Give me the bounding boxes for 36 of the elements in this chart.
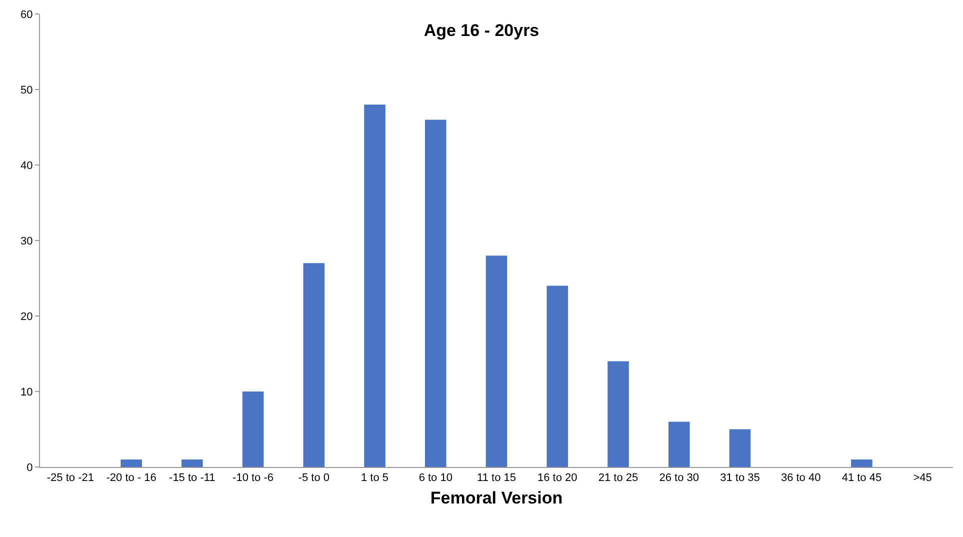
x-tick-label: 26 to 30 xyxy=(659,472,699,484)
bar xyxy=(303,263,325,467)
y-tick-label: 20 xyxy=(20,310,33,323)
x-axis-title: Femoral Version xyxy=(430,488,563,508)
y-tick-label: 60 xyxy=(20,8,33,21)
bar xyxy=(729,429,751,467)
y-tick-label: 40 xyxy=(20,160,33,172)
x-tick-label: 31 to 35 xyxy=(720,472,760,484)
x-tick-label: 6 to 10 xyxy=(418,472,452,484)
bar xyxy=(120,459,142,467)
y-tick-label: 10 xyxy=(20,386,33,398)
bar xyxy=(668,422,690,467)
x-tick-label: 11 to 15 xyxy=(477,472,516,484)
y-tick-label: 30 xyxy=(20,235,33,248)
bar xyxy=(851,459,872,467)
bar xyxy=(486,256,508,467)
x-tick-label: 1 to 5 xyxy=(361,472,389,484)
bar xyxy=(608,361,629,467)
x-tick-label: -15 to -11 xyxy=(169,472,216,484)
y-tick-label: 50 xyxy=(20,84,33,96)
bar xyxy=(546,286,568,467)
x-tick-label: 21 to 25 xyxy=(598,472,638,484)
x-tick-label: 16 to 20 xyxy=(537,472,578,484)
bar xyxy=(182,459,203,467)
x-tick-label: -20 to - 16 xyxy=(106,472,156,484)
x-tick-label: -25 to -21 xyxy=(46,472,94,484)
x-tick-label: 36 to 40 xyxy=(780,472,821,484)
x-tick-label: 41 to 45 xyxy=(842,472,882,484)
y-tick-label: 0 xyxy=(26,462,33,474)
chart-title: Age 16 - 20yrs xyxy=(424,21,540,40)
x-tick-label: >45 xyxy=(913,472,932,484)
bar xyxy=(364,104,386,467)
bar xyxy=(242,392,264,467)
bar xyxy=(424,120,446,467)
x-tick-label: -5 to 0 xyxy=(298,472,330,484)
x-tick-label: -10 to -6 xyxy=(232,472,274,484)
